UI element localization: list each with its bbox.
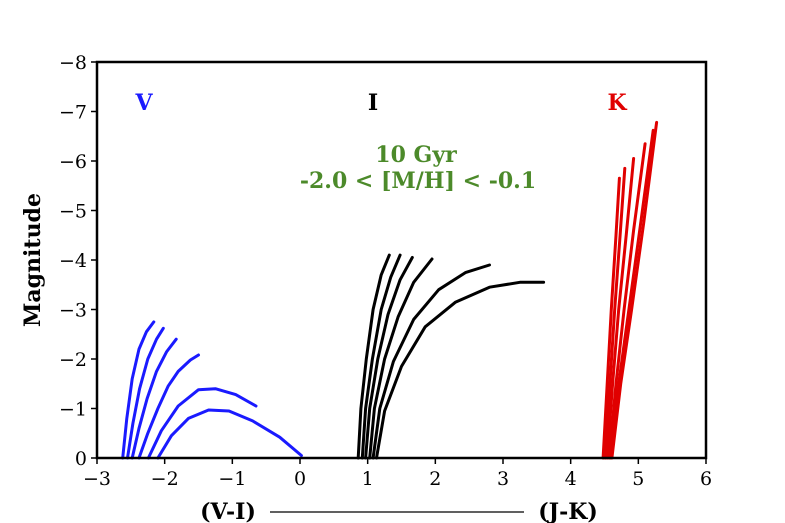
series-line-i-1	[356, 253, 391, 460]
annotation-metallicity: -2.0 < [M/H] < -0.1	[300, 168, 536, 194]
y-tick-label: −6	[59, 151, 87, 173]
series-line-k-4	[607, 142, 647, 460]
series-line-k-6	[610, 120, 659, 460]
series-line-i-6	[375, 280, 546, 460]
series-line-i-5	[371, 263, 491, 460]
x-tick-label: 1	[362, 468, 374, 490]
series-line-k-3	[605, 157, 636, 460]
x-tick-label: 2	[429, 468, 441, 490]
y-tick-label: −5	[59, 201, 87, 223]
y-tick-label: −4	[59, 250, 87, 272]
x-tick-label: 3	[497, 468, 509, 490]
y-tick-label: −1	[59, 399, 87, 421]
series-layer	[121, 120, 659, 460]
x-tick-label: −2	[151, 468, 179, 490]
y-tick-label: −7	[59, 102, 87, 124]
ticks-layer: −3 −2 −1 0 1 2 3 4 5 6 0 −1 −2 −3 −4 −5 −6 −7 −8	[59, 52, 712, 490]
series-line-i-2	[360, 253, 402, 460]
y-tick-label: −8	[59, 52, 87, 74]
x-tick-label: −3	[83, 468, 111, 490]
x-tick-label: −1	[218, 468, 246, 490]
y-tick-label: −2	[59, 349, 87, 371]
series-line-v-2	[126, 326, 165, 460]
panel-label-k: K	[607, 90, 627, 116]
series-line-i-4	[368, 257, 434, 460]
x-axis-title-left: (V-I)	[200, 499, 256, 523]
x-tick-label: 6	[700, 468, 712, 490]
series-line-v-4	[137, 353, 200, 460]
series-line-k-5	[609, 128, 655, 460]
x-tick-label: 0	[294, 468, 306, 490]
annotation-age: 10 Gyr	[375, 142, 457, 168]
series-line-v-6	[156, 408, 303, 460]
x-axis-title-right: (J-K)	[538, 499, 597, 523]
y-tick-label: −3	[59, 300, 87, 322]
y-axis-title: Magnitude	[20, 193, 46, 327]
x-tick-label: 4	[565, 468, 577, 490]
series-line-v-5	[146, 387, 258, 460]
panel-label-i: I	[368, 90, 378, 116]
panel-label-v: V	[134, 90, 153, 116]
series-line-k-2	[603, 166, 627, 460]
x-tick-label: 5	[632, 468, 644, 490]
series-line-k-1	[601, 176, 621, 460]
series-line-i-3	[364, 256, 414, 460]
y-tick-label: 0	[75, 448, 87, 470]
series-line-v-1	[121, 320, 156, 460]
series-line-v-3	[130, 337, 178, 460]
